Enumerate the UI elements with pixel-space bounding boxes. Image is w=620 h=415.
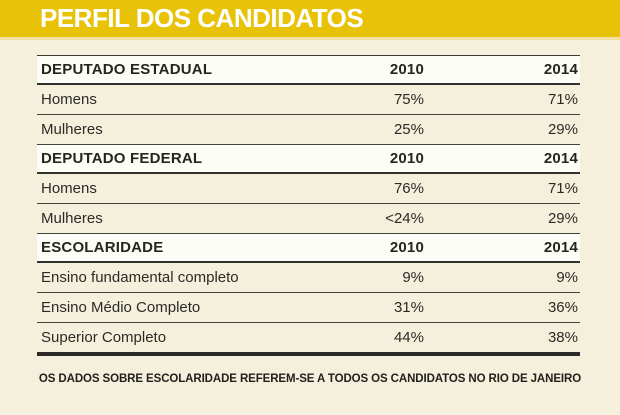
footnote: OS DADOS SOBRE ESCOLARIDADE REFEREM-SE A…: [38, 373, 582, 385]
column-header-2014: 2014: [543, 150, 578, 167]
value-2010: 25%: [393, 121, 424, 138]
section-title: DEPUTADO ESTADUAL: [41, 61, 213, 78]
value-2010: 44%: [393, 329, 424, 346]
section-title: DEPUTADO FEDERAL: [41, 150, 203, 167]
table-row: Homens 76% 71%: [37, 174, 580, 204]
column-header-2014: 2014: [543, 239, 578, 256]
value-2010: 76%: [393, 180, 424, 197]
candidates-table: DEPUTADO ESTADUAL 2010 2014 Homens 75% 7…: [37, 55, 580, 356]
section-title: ESCOLARIDADE: [41, 239, 164, 256]
table-row: Superior Completo 44% 38%: [37, 323, 580, 356]
value-2014: 38%: [547, 329, 578, 346]
table-row: Ensino fundamental completo 9% 9%: [37, 263, 580, 293]
table-row: Mulheres <24% 29%: [37, 204, 580, 234]
value-2010: 9%: [402, 269, 424, 286]
value-2014: 71%: [547, 91, 578, 108]
row-label: Homens: [41, 91, 97, 108]
page-title: PERFIL DOS CANDIDATOS: [40, 3, 364, 33]
value-2010: <24%: [385, 210, 424, 227]
column-header-2010: 2010: [389, 61, 424, 78]
table-row: Homens 75% 71%: [37, 85, 580, 115]
row-label: Homens: [41, 180, 97, 197]
column-header-2014: 2014: [543, 61, 578, 78]
value-2014: 36%: [547, 299, 578, 316]
section-header-deputado-estadual: DEPUTADO ESTADUAL 2010 2014: [37, 56, 580, 85]
row-label: Mulheres: [41, 121, 103, 138]
row-label: Superior Completo: [41, 329, 167, 346]
section-header-deputado-federal: DEPUTADO FEDERAL 2010 2014: [37, 145, 580, 174]
row-label: Mulheres: [41, 210, 103, 227]
section-header-escolaridade: ESCOLARIDADE 2010 2014: [37, 234, 580, 263]
title-band: PERFIL DOS CANDIDATOS: [0, 0, 620, 40]
column-header-2010: 2010: [389, 239, 424, 256]
value-2014: 29%: [547, 210, 578, 227]
value-2010: 75%: [393, 91, 424, 108]
value-2010: 31%: [393, 299, 424, 316]
table-row: Ensino Médio Completo 31% 36%: [37, 293, 580, 323]
row-label: Ensino fundamental completo: [41, 269, 239, 286]
column-header-2010: 2010: [389, 150, 424, 167]
value-2014: 9%: [556, 269, 578, 286]
table-row: Mulheres 25% 29%: [37, 115, 580, 145]
row-label: Ensino Médio Completo: [41, 299, 201, 316]
value-2014: 29%: [547, 121, 578, 138]
value-2014: 71%: [547, 180, 578, 197]
